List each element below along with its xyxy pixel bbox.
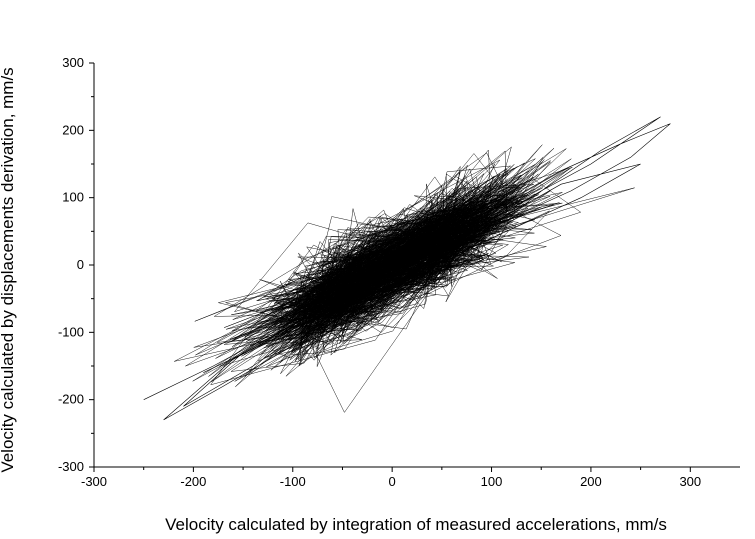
x-tick-label: -300	[81, 474, 107, 489]
x-axis-label: Velocity calculated by integration of me…	[165, 515, 667, 534]
series-line	[143, 116, 671, 421]
ticks: -300 -200 -100 0 100 200 300 -300 -200 -100 0 100 20…	[58, 55, 701, 489]
x-tick-label: -100	[280, 474, 306, 489]
series-lines	[143, 116, 671, 421]
y-tick-label: 100	[62, 190, 84, 205]
y-tick-label: 200	[62, 122, 84, 137]
x-tick-label: 100	[481, 474, 503, 489]
y-tick-label: -300	[58, 459, 84, 474]
x-tick-label: 300	[679, 474, 701, 489]
x-tick-label: 200	[580, 474, 602, 489]
y-tick-label: -200	[58, 392, 84, 407]
x-tick-label: 0	[389, 474, 396, 489]
y-tick-label: 0	[77, 257, 84, 272]
series-line-dense	[174, 144, 635, 413]
y-tick-label: 300	[62, 55, 84, 70]
y-tick-label: -100	[58, 324, 84, 339]
x-tick-label: -200	[180, 474, 206, 489]
y-axis-label: Velocity calculated by displacements der…	[0, 67, 17, 472]
